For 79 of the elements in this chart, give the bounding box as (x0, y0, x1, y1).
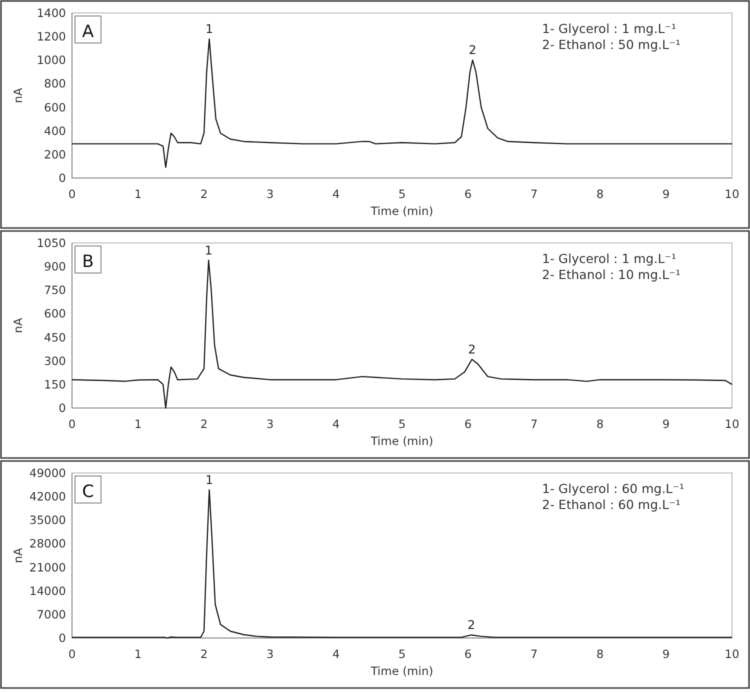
x-tick-label: 8 (596, 187, 604, 201)
x-tick-label: 1 (134, 187, 142, 201)
y-tick-label: 35000 (29, 513, 66, 528)
y-axis-title: nA (11, 318, 25, 334)
x-tick-label: 3 (266, 187, 274, 201)
y-axis-title: nA (11, 88, 25, 104)
x-tick-label: 4 (332, 187, 340, 201)
y-tick-label: 49000 (29, 466, 66, 480)
line-series (71, 38, 733, 168)
x-axis-title: Time (min) (370, 434, 434, 448)
x-tick-label: 5 (398, 417, 406, 431)
annotation: 1 (204, 243, 212, 258)
y-tick-label: 1400 (36, 6, 66, 20)
text: C (82, 482, 94, 502)
y-tick-label: 800 (44, 76, 66, 91)
annotation: 1- Glycerol : 60 mg.L⁻¹ (542, 481, 684, 496)
y-tick-label: 300 (44, 354, 66, 368)
annotation: 1 (205, 472, 214, 487)
y-tick-label: 600 (44, 306, 66, 321)
x-tick-label: 0 (68, 647, 76, 661)
y-axis-title: nA (11, 548, 25, 564)
y-tick-label: 7000 (36, 607, 66, 622)
x-tick-label: 6 (464, 187, 472, 201)
y-tick-label: 750 (44, 283, 66, 298)
y-tick-label: 450 (44, 330, 66, 344)
y-tick-label: 21000 (29, 560, 66, 574)
y-tick-label: 0 (58, 171, 66, 185)
annotation: 1- Glycerol : 1 mg.L⁻¹ (542, 21, 676, 36)
x-tick-label: 1 (134, 647, 142, 661)
x-tick-label: 3 (266, 417, 274, 431)
x-tick-label: 8 (596, 417, 604, 431)
text: B (82, 252, 94, 272)
annotation: 1- Glycerol : 1 mg.L⁻¹ (542, 251, 676, 266)
y-tick-label: 900 (44, 260, 66, 274)
y-tick-label: 150 (44, 377, 66, 392)
x-tick-label: 5 (398, 187, 406, 201)
x-tick-label: 4 (332, 417, 340, 431)
y-tick-label: 28000 (29, 536, 66, 551)
y-tick-label: 200 (44, 147, 66, 162)
x-tick-label: 0 (68, 417, 76, 431)
x-tick-label: 10 (724, 647, 740, 661)
x-tick-label: 2 (200, 187, 208, 201)
x-axis-title: Time (min) (370, 664, 434, 678)
y-tick-label: 1200 (36, 30, 66, 44)
x-tick-label: 10 (724, 187, 740, 201)
y-tick-label: 42000 (29, 490, 66, 504)
text: A (82, 22, 94, 42)
x-tick-label: 6 (464, 647, 472, 661)
y-tick-label: 1050 (36, 236, 66, 250)
y-tick-label: 600 (44, 100, 66, 114)
annotation: 1 (205, 22, 214, 36)
x-tick-label: 1 (134, 417, 142, 431)
x-axis-title: Time (min) (370, 204, 434, 218)
x-tick-label: 2 (200, 647, 208, 661)
y-tick-label: 1000 (36, 53, 66, 68)
x-tick-label: 8 (596, 647, 604, 661)
x-tick-label: 9 (662, 417, 670, 431)
annotation: 2 (468, 342, 476, 356)
x-tick-label: 0 (68, 187, 76, 201)
x-tick-label: 2 (200, 417, 208, 431)
x-tick-label: 6 (464, 417, 472, 431)
y-tick-label: 400 (44, 124, 66, 138)
annotation: 2 (467, 618, 476, 632)
annotation: 2 (468, 43, 476, 58)
x-tick-label: 9 (662, 187, 670, 201)
x-tick-label: 7 (530, 647, 538, 661)
x-tick-label: 4 (332, 647, 340, 661)
y-tick-label: 14000 (29, 584, 66, 598)
y-tick-label: 0 (58, 401, 66, 415)
x-tick-label: 3 (266, 647, 274, 661)
x-tick-label: 7 (530, 187, 538, 201)
x-tick-label: 5 (398, 647, 406, 661)
x-tick-label: 9 (662, 647, 670, 661)
x-tick-label: 10 (724, 417, 740, 431)
x-tick-label: 7 (530, 417, 538, 431)
annotation: 2- Ethanol : 10 mg.L⁻¹ (542, 267, 681, 282)
y-tick-label: 0 (58, 631, 66, 645)
annotation: 2- Ethanol : 60 mg.L⁻¹ (542, 497, 681, 512)
annotation: 2- Ethanol : 50 mg.L⁻¹ (542, 37, 681, 52)
